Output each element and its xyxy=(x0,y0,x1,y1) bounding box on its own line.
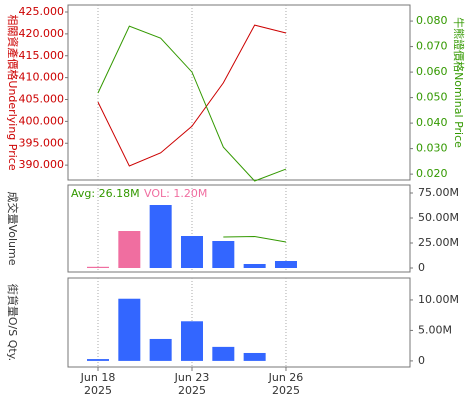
y2-tick-label: 0.020 xyxy=(416,167,448,180)
bar xyxy=(87,359,109,361)
x-tick-label: Jun 18 xyxy=(80,371,116,384)
y-axis-label: 相關資產價格Underlying Price xyxy=(6,14,20,170)
y-tick-label: 75.00M xyxy=(418,186,459,199)
x-tick-label: Jun 26 xyxy=(268,371,304,384)
y-tick-label: 405.000 xyxy=(19,93,65,106)
bar xyxy=(212,346,235,361)
y2-tick-label: 0.040 xyxy=(416,116,448,129)
bar xyxy=(180,236,203,268)
bar xyxy=(118,231,141,268)
bar xyxy=(274,261,297,268)
bar xyxy=(149,205,172,268)
bar xyxy=(118,298,141,361)
y-tick-label: 415.000 xyxy=(19,49,65,62)
price-line xyxy=(97,24,287,167)
y-axis-label: 成交量Volume xyxy=(6,192,20,266)
y-tick-label: 50.00M xyxy=(418,211,459,224)
y-tick-label: 10.00M xyxy=(418,293,459,306)
y-tick-label: 25.00M xyxy=(418,236,459,249)
y-tick-label: 400.000 xyxy=(19,114,65,127)
y2-tick-label: 0.030 xyxy=(416,142,448,155)
vol-label: VOL: 1.20M xyxy=(144,187,207,200)
y-tick-label: 425.000 xyxy=(19,5,65,18)
bar xyxy=(149,338,172,361)
y-tick-label: 395.000 xyxy=(19,136,65,149)
y-tick-label: 0 xyxy=(418,354,425,367)
y-tick-label: 410.000 xyxy=(19,71,65,84)
bar xyxy=(243,264,266,268)
y-tick-label: 420.000 xyxy=(19,27,65,40)
y-tick-label: 0 xyxy=(418,261,425,274)
x-tick-label: 2025 xyxy=(272,384,300,397)
y2-tick-label: 0.060 xyxy=(416,65,448,78)
bar xyxy=(87,266,109,268)
x-tick-label: 2025 xyxy=(178,384,206,397)
y2-axis-label: 牛熊證價格Nominal Price xyxy=(452,17,466,148)
y-tick-label: 390.000 xyxy=(19,158,65,171)
y-tick-label: 5.00M xyxy=(418,323,452,336)
avg-label: Avg: 26.18M xyxy=(71,187,140,200)
y2-tick-label: 0.070 xyxy=(416,40,448,53)
x-tick-label: Jun 23 xyxy=(174,371,210,384)
plot-area xyxy=(67,4,411,181)
bar xyxy=(212,241,235,268)
x-tick-label: 2025 xyxy=(84,384,112,397)
bar xyxy=(180,321,203,361)
y2-tick-label: 0.050 xyxy=(416,91,448,104)
y-axis-label: 街貨量O/S Qty. xyxy=(6,284,20,361)
avg-line xyxy=(223,235,287,243)
y2-tick-label: 0.080 xyxy=(416,14,448,27)
price-line xyxy=(97,25,287,182)
bar xyxy=(243,352,266,361)
